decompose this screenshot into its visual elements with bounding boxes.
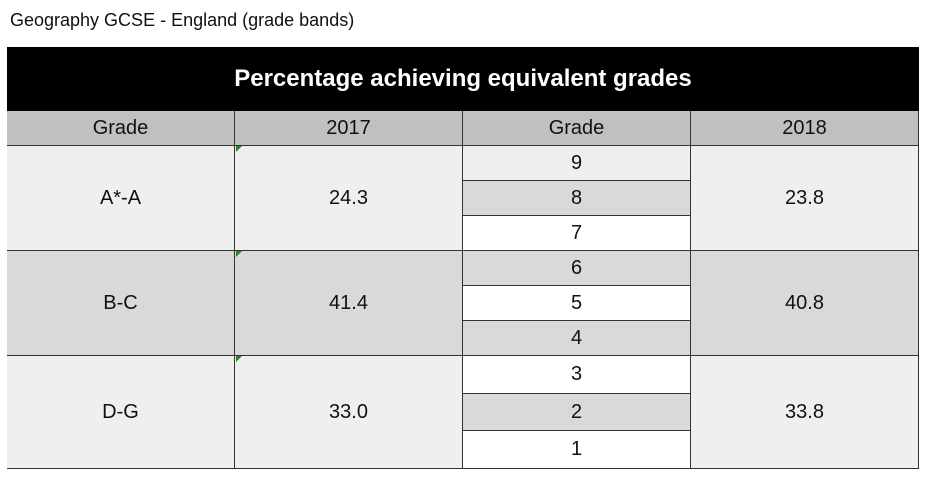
grade-cell: 2 (463, 394, 691, 431)
table-title: Percentage achieving equivalent grades (7, 47, 919, 111)
grade-cell: 5 (463, 286, 691, 321)
comment-marker (236, 251, 242, 257)
value-cell: 24.3 (235, 146, 463, 251)
value-cell: 40.8 (691, 251, 919, 356)
grade-cell: 7 (463, 216, 691, 251)
grade-cell: 9 (463, 146, 691, 181)
band-cell: B-C (7, 251, 235, 356)
comment-marker (236, 356, 242, 362)
grade-cell: 3 (463, 356, 691, 394)
column-header: Grade (463, 111, 691, 146)
column-header: 2018 (691, 111, 919, 146)
band-cell: A*-A (7, 146, 235, 251)
caption: Geography GCSE - England (grade bands) (10, 10, 355, 30)
value-cell: 23.8 (691, 146, 919, 251)
grade-cell: 6 (463, 251, 691, 286)
band-cell: D-G (7, 356, 235, 469)
grade-cell: 4 (463, 321, 691, 356)
column-header: Grade (7, 111, 235, 146)
grade-cell: 8 (463, 181, 691, 216)
value-cell: 41.4 (235, 251, 463, 356)
grade-cell: 1 (463, 431, 691, 469)
comment-marker (236, 146, 242, 152)
value-cell: 33.8 (691, 356, 919, 469)
value-cell: 33.0 (235, 356, 463, 469)
column-header: 2017 (235, 111, 463, 146)
